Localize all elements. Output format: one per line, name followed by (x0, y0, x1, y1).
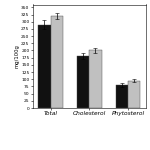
Bar (51, 16, 63, 108)
Y-axis label: mg/100g: mg/100g (15, 44, 20, 68)
Bar (128, 81, 140, 108)
Bar (116, 85, 128, 108)
Bar (77, 56, 89, 108)
Bar (89, 51, 102, 108)
Bar (38, 25, 51, 108)
